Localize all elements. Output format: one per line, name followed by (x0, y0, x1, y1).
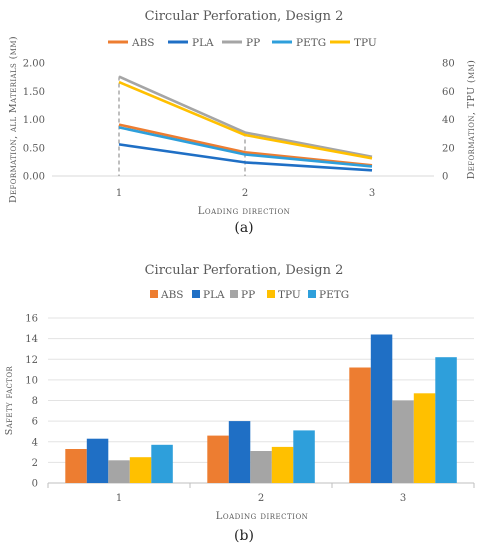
legend-swatch (230, 290, 238, 298)
y-tick-label: 0 (32, 479, 38, 490)
bar-tpu (129, 457, 152, 483)
bar-pp (108, 460, 130, 483)
y-axis-title: Deformation, all Materials (mm) (8, 36, 19, 203)
legend-swatch (192, 290, 200, 298)
bar-abs (65, 449, 87, 483)
y2-tick-label: 20 (442, 143, 455, 154)
y2-tick-label: 80 (442, 59, 455, 70)
bar-petg (151, 444, 173, 483)
legend-label: PLA (192, 37, 214, 49)
bar-pla (228, 421, 251, 483)
y2-tick-label: 0 (442, 172, 448, 183)
y-tick-label: 14 (25, 334, 38, 345)
legend-label: ABS (131, 37, 155, 49)
series-line-tpu (118, 80, 373, 160)
legend-label: TPU (278, 289, 301, 301)
bar-pla (86, 438, 109, 483)
bar-abs (349, 367, 371, 483)
x-tick-label: 2 (242, 188, 248, 199)
line-chart: Circular Perforation, Design 2 ABS PLA PP PE… (8, 9, 477, 217)
bar-chart: Circular Perforation, Design 2 ABS PLA PP TP… (4, 263, 475, 522)
bar-pp (392, 400, 414, 483)
legend-label: PLA (203, 289, 225, 301)
bar-pla (370, 334, 393, 483)
y2-tick-label: 40 (442, 115, 455, 126)
bar-petg (435, 357, 457, 483)
series-line-pla (118, 143, 373, 172)
y-tick-label: 0.00 (23, 172, 45, 183)
bar-tpu (413, 393, 436, 483)
x-tick-label: 3 (400, 493, 406, 504)
bar-tpu (271, 446, 294, 483)
chart-title: Circular Perforation, Design 2 (145, 9, 344, 24)
y-tick-label: 6 (32, 417, 38, 428)
y-tick-label: 12 (25, 355, 38, 366)
legend-label: PETG (296, 37, 326, 49)
figure-a: Circular Perforation, Design 2 ABS PLA PP PE… (0, 0, 488, 242)
bar-abs (207, 435, 229, 483)
legend-swatch (150, 290, 158, 298)
y-tick-label: 1.50 (23, 87, 45, 98)
series-line-pp (118, 75, 373, 159)
x-tick-label: 3 (369, 188, 375, 199)
legend-label: PP (241, 289, 255, 301)
figure-caption: (a) (234, 220, 254, 236)
y-tick-label: 2 (32, 458, 38, 469)
legend-label: PETG (319, 289, 349, 301)
figure-caption: (b) (234, 528, 254, 544)
y2-tick-label: 60 (442, 87, 455, 98)
series-line-abs (118, 123, 373, 167)
bar-petg (293, 430, 315, 483)
y2-axis-title: Deformation, TPU (mm) (466, 60, 477, 180)
chart-title: Circular Perforation, Design 2 (145, 263, 344, 278)
x-tick-label: 2 (258, 493, 264, 504)
legend-swatch (267, 290, 275, 298)
x-axis-title: Loading direction (198, 206, 291, 217)
bar-pp (250, 451, 272, 483)
y-tick-label: 8 (32, 396, 38, 407)
y-tick-label: 4 (32, 437, 38, 448)
legend-label: TPU (354, 37, 377, 49)
legend-label: PP (246, 37, 260, 49)
legend-label: ABS (160, 289, 184, 301)
series-line-petg (118, 126, 373, 168)
y-tick-label: 0.50 (23, 143, 45, 154)
x-tick-label: 1 (116, 188, 122, 199)
y-axis-title: Safety factor (4, 365, 15, 435)
figure-b: Circular Perforation, Design 2 ABS PLA PP TP… (0, 258, 488, 550)
y-tick-label: 2.00 (23, 59, 45, 70)
y-tick-label: 1.00 (23, 115, 45, 126)
x-tick-label: 1 (116, 493, 122, 504)
y-tick-label: 16 (25, 314, 38, 325)
legend-swatch (308, 290, 316, 298)
y-tick-label: 10 (25, 375, 38, 386)
x-axis-title: Loading direction (216, 511, 309, 522)
